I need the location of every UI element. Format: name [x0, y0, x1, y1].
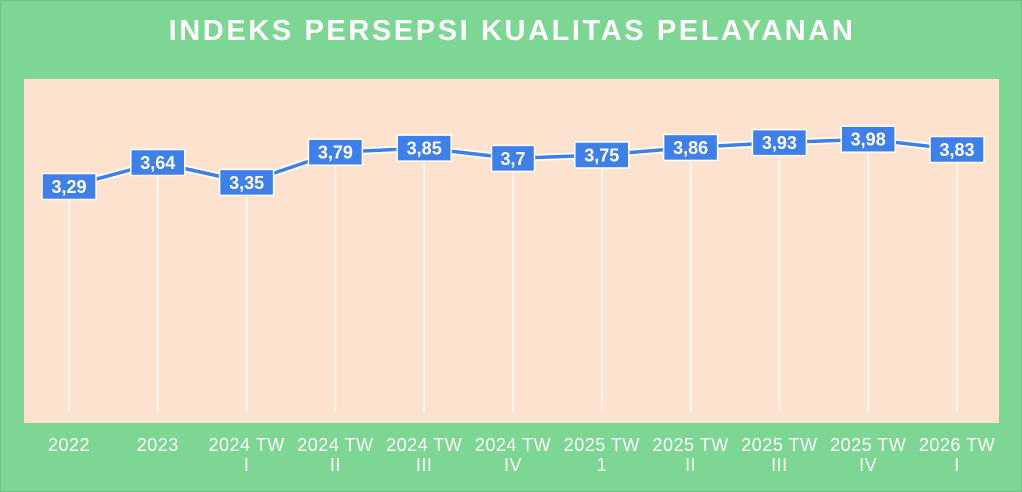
data-label: 3,98 — [851, 130, 886, 150]
x-tick-label-line: II — [329, 455, 341, 475]
data-label: 3,75 — [584, 145, 619, 165]
data-label: 3,83 — [939, 140, 974, 160]
data-label: 3,29 — [51, 177, 86, 197]
x-tick-label: 2025 TW IV — [822, 435, 914, 475]
data-point-marker — [574, 141, 630, 169]
x-tick-label-line: 2024 TW — [208, 435, 285, 455]
data-point-marker — [840, 125, 896, 153]
data-label: 3,93 — [762, 133, 797, 153]
data-point-marker — [751, 128, 808, 157]
x-tick-label: 2025 TW III — [733, 435, 825, 475]
x-tick-label-line: IV — [859, 455, 878, 475]
x-tick-label-line: 2022 — [47, 435, 91, 455]
data-point-marker — [130, 148, 186, 177]
data-label: 3,79 — [318, 143, 353, 163]
x-tick-label-line: 2023 — [136, 435, 179, 455]
x-tick-label-line: 2026 TW — [918, 435, 996, 455]
x-tick-label-line: 2024 TW — [297, 435, 374, 455]
x-tick-label-line: IV — [503, 455, 522, 475]
x-tick-label: 2024 TW I — [201, 435, 293, 475]
data-point-marker — [662, 133, 719, 162]
x-tick-label-line: 1 — [596, 455, 608, 475]
data-label: 3,7 — [500, 149, 525, 169]
x-tick-label: 2025 TW II — [645, 435, 737, 475]
x-tick-label-line: I — [954, 455, 960, 475]
data-point-marker — [929, 135, 985, 164]
x-tick-label: 2024 TW III — [378, 435, 470, 475]
x-tick-label-line: III — [415, 455, 433, 475]
x-tick-label-line: I — [243, 455, 250, 475]
data-point-marker — [218, 168, 275, 197]
chart-title: INDEKS PERSEPSI KUALITAS PELAYANAN — [168, 15, 856, 47]
x-tick-label-line: 2024 TW — [386, 435, 463, 455]
x-tick-label: 2026 TW I — [911, 435, 1003, 475]
data-label: 3,35 — [229, 173, 264, 193]
x-tick-label-line: II — [685, 455, 697, 475]
data-label: 3,85 — [407, 139, 442, 159]
x-tick-label: 2025 TW 1 — [556, 435, 648, 475]
x-tick-label: 2024 TW IV — [467, 435, 559, 475]
x-tick-label-line: 2025 TW — [563, 435, 640, 455]
x-tick-label-line: 2025 TW — [741, 435, 818, 455]
x-tick-label: 2022 — [23, 435, 115, 455]
data-point-marker — [307, 138, 364, 166]
x-tick-label-line: 2024 TW — [474, 435, 552, 455]
data-point-marker — [41, 172, 97, 201]
x-tick-label: 2023 — [112, 435, 204, 455]
x-tick-label-line: 2025 TW — [830, 435, 907, 455]
x-tick-label-line: III — [771, 455, 788, 475]
x-tick-label-line: 2025 TW — [652, 435, 729, 455]
x-tick-label: 2024 TW II — [289, 435, 381, 475]
data-label: 3,64 — [140, 153, 175, 173]
data-point-marker — [490, 144, 536, 173]
data-point-marker — [396, 134, 452, 162]
plot-area — [24, 79, 999, 423]
data-label: 3,86 — [673, 138, 708, 158]
